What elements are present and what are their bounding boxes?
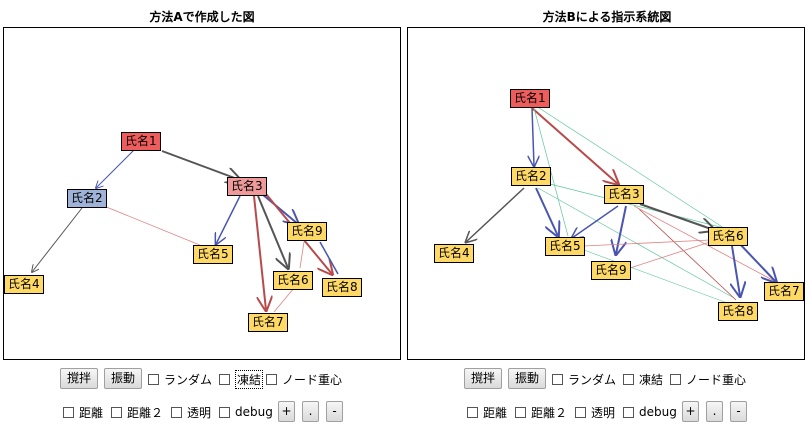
- transparent-checkbox-a[interactable]: 透明: [171, 404, 211, 420]
- node-label: 氏名2: [515, 169, 547, 183]
- random-checkbox-a[interactable]: ランダム: [148, 371, 212, 387]
- transparent-checkbox-b[interactable]: 透明: [575, 404, 615, 420]
- debug-checkbox-b[interactable]: debug: [623, 404, 677, 420]
- distance-checkbox-a[interactable]: 距離: [63, 404, 103, 420]
- node-n8-b[interactable]: 氏名8: [718, 302, 758, 321]
- node-n8-a[interactable]: 氏名8: [322, 278, 362, 297]
- panel-a-title: 方法Aで作成した図: [149, 10, 255, 24]
- node-label: 氏名3: [608, 187, 640, 201]
- node-n4-b[interactable]: 氏名4: [434, 244, 474, 263]
- checkbox-box[interactable]: [670, 373, 681, 385]
- node-n7-b[interactable]: 氏名7: [764, 282, 804, 301]
- graph-edges-a: [4, 141, 339, 360]
- checkbox-label: 距離２: [127, 405, 164, 420]
- node-n1-b[interactable]: 氏名1: [510, 89, 550, 108]
- checkbox-box[interactable]: [515, 406, 526, 418]
- checkbox-label: 透明: [591, 405, 616, 420]
- node-n9-b[interactable]: 氏名9: [591, 261, 631, 280]
- node-label: 氏名1: [514, 91, 546, 105]
- node-n5-b[interactable]: 氏名5: [545, 237, 585, 256]
- node-label: 氏名6: [712, 229, 744, 243]
- node-n1-a[interactable]: 氏名1: [121, 132, 161, 151]
- zoom-in-button-a[interactable]: +: [278, 401, 295, 422]
- graph-canvas-b[interactable]: 氏名1 氏名2 氏名3 氏名4 氏名5 氏名6 氏名7 氏名8 氏名9: [407, 27, 805, 360]
- node-n6-a[interactable]: 氏名6: [273, 271, 313, 290]
- node-label: 氏名8: [722, 304, 754, 318]
- stir-button-a[interactable]: 撹拌: [60, 368, 98, 389]
- node-label: 氏名9: [595, 263, 627, 277]
- graph-edges-b: [408, 105, 781, 305]
- checkbox-label: 距離: [79, 405, 104, 420]
- node-n6-b[interactable]: 氏名6: [708, 227, 748, 246]
- panel-b-title: 方法Bによる指示系統図: [542, 10, 672, 24]
- checkbox-box[interactable]: [467, 406, 478, 418]
- checkbox-label: ランダム: [164, 372, 213, 387]
- node-n2-b[interactable]: 氏名2: [511, 167, 551, 186]
- node-label: 氏名6: [277, 273, 309, 287]
- checkbox-label: ノード重心: [282, 372, 343, 387]
- node-label: 氏名7: [252, 315, 284, 329]
- node-n3-a[interactable]: 氏名3: [227, 177, 267, 196]
- node-label: 氏名4: [438, 246, 470, 260]
- node-label: 氏名8: [326, 280, 358, 294]
- checkbox-box[interactable]: [111, 406, 122, 418]
- node-label: 氏名5: [549, 239, 581, 253]
- node-n7-a[interactable]: 氏名7: [248, 313, 288, 332]
- zoom-out-button-a[interactable]: -: [326, 401, 343, 422]
- vibrate-button-b[interactable]: 振動: [508, 368, 546, 389]
- distance2-checkbox-a[interactable]: 距離２: [111, 404, 163, 420]
- node-n2-a[interactable]: 氏名2: [67, 189, 107, 208]
- node-n3-b[interactable]: 氏名3: [604, 185, 644, 204]
- node-label: 氏名3: [231, 179, 263, 193]
- checkbox-box[interactable]: [171, 406, 182, 418]
- checkbox-label: ランダム: [568, 372, 617, 387]
- node-label: 氏名1: [125, 134, 157, 148]
- random-checkbox-b[interactable]: ランダム: [552, 371, 616, 387]
- node-n9-a[interactable]: 氏名9: [287, 222, 327, 241]
- checkbox-box[interactable]: [623, 373, 634, 385]
- debug-checkbox-a[interactable]: debug: [219, 404, 273, 420]
- checkbox-box[interactable]: [266, 373, 277, 385]
- freeze-checkbox-b[interactable]: 凍結: [623, 371, 663, 387]
- checkbox-label: ノード重心: [686, 372, 747, 387]
- zoom-out-button-b[interactable]: -: [730, 401, 747, 422]
- checkbox-label: debug: [235, 405, 273, 419]
- checkbox-box[interactable]: [575, 406, 586, 418]
- graph-canvas-a[interactable]: 氏名1 氏名2 氏名3 氏名4 氏名5 氏名6 氏名7 氏名8 氏名9: [3, 27, 401, 360]
- node-label: 氏名4: [8, 277, 40, 291]
- stir-button-b[interactable]: 撹拌: [464, 368, 502, 389]
- node-label: 氏名9: [291, 224, 323, 238]
- node-label: 氏名5: [197, 247, 229, 261]
- node-label: 氏名2: [71, 191, 103, 205]
- node-n4-a[interactable]: 氏名4: [4, 275, 44, 294]
- checkbox-label: debug: [639, 405, 677, 419]
- checkbox-box[interactable]: [219, 406, 230, 418]
- checkbox-label: 凍結: [235, 369, 264, 389]
- dot-button-b[interactable]: .: [706, 401, 723, 422]
- dot-button-a[interactable]: .: [302, 401, 319, 422]
- checkbox-box[interactable]: [148, 373, 159, 385]
- distance2-checkbox-b[interactable]: 距離２: [515, 404, 567, 420]
- node-label: 氏名7: [768, 284, 800, 298]
- freeze-checkbox-a[interactable]: 凍結: [219, 369, 264, 389]
- checkbox-box[interactable]: [219, 373, 230, 385]
- node-centroid-checkbox-b[interactable]: ノード重心: [670, 371, 746, 387]
- distance-checkbox-b[interactable]: 距離: [467, 404, 507, 420]
- node-centroid-checkbox-a[interactable]: ノード重心: [266, 371, 342, 387]
- checkbox-label: 透明: [187, 405, 212, 420]
- checkbox-label: 凍結: [639, 372, 664, 387]
- checkbox-label: 距離: [483, 405, 508, 420]
- checkbox-box[interactable]: [63, 406, 74, 418]
- vibrate-button-a[interactable]: 振動: [104, 368, 142, 389]
- checkbox-label: 距離２: [531, 405, 568, 420]
- checkbox-box[interactable]: [623, 406, 634, 418]
- zoom-in-button-b[interactable]: +: [682, 401, 699, 422]
- checkbox-box[interactable]: [552, 373, 563, 385]
- node-n5-a[interactable]: 氏名5: [193, 245, 233, 264]
